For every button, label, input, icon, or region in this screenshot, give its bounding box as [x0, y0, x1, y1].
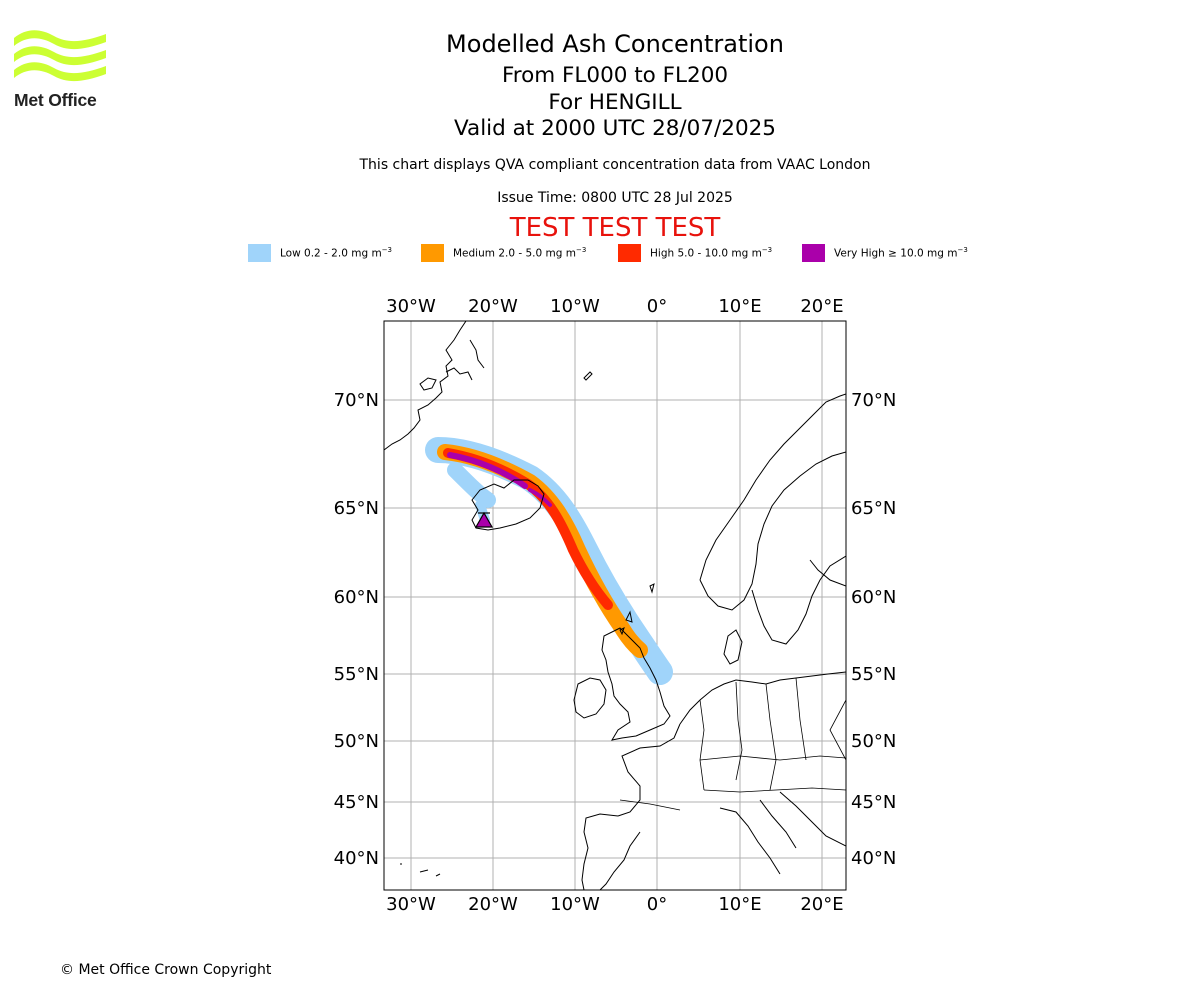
chart-description: This chart displays QVA compliant concen… [359, 157, 871, 173]
coastline-adriatic [779, 791, 846, 847]
lon-tick-label: 10°E [718, 296, 761, 317]
lat-tick-label: 45°N [851, 792, 896, 813]
lon-tick-label: 30°W [386, 296, 436, 317]
lon-tick-labels-top: 30°W 20°W 10°W 0° 10°E 20°E [386, 296, 843, 317]
coastline-sweden [751, 555, 846, 645]
coastline-greenland-fjords [419, 377, 437, 391]
valid-time: Valid at 2000 UTC 28/07/2025 [453, 116, 776, 141]
met-office-logo: Met Office [14, 30, 108, 112]
lat-tick-label: 55°N [851, 664, 896, 685]
lon-tick-label: 20°W [468, 894, 518, 915]
legend-label-medium: Medium 2.0 - 5.0 mg m−3 [453, 246, 587, 260]
lat-tick-label: 50°N [334, 731, 379, 752]
lon-tick-label: 10°W [550, 296, 600, 317]
met-office-waves-icon [14, 30, 106, 82]
ash-plume-very-high [528, 488, 552, 507]
lat-tick-label: 40°N [334, 848, 379, 869]
coastline-faroe [649, 583, 655, 594]
coastline-great-britain [601, 627, 671, 741]
map-frame [383, 320, 847, 891]
coastline-europe [679, 671, 846, 725]
lon-tick-label: 10°E [718, 894, 761, 915]
copyright: © Met Office Crown Copyright [60, 962, 272, 978]
lat-tick-label: 70°N [334, 390, 379, 411]
legend-label-high: High 5.0 - 10.0 mg m−3 [650, 246, 773, 260]
ash-plume-low [447, 462, 496, 508]
coastline-greenland-fjords [445, 367, 473, 381]
coastline-italy [719, 807, 781, 875]
coastline-iceland [471, 479, 545, 531]
lat-tick-labels-left: 70°N 65°N 60°N 55°N 50°N 45°N 40°N [334, 390, 379, 869]
coastline-azores [400, 863, 441, 877]
flight-level-range: From FL000 to FL200 [501, 63, 729, 88]
coastline-iberia [581, 813, 619, 890]
lon-tick-label: 0° [647, 894, 667, 915]
legend-swatch-high [618, 244, 641, 262]
coastline-italy-east [759, 799, 797, 849]
lon-tick-label: 10°W [550, 894, 600, 915]
met-office-wordmark: Met Office [14, 90, 97, 110]
lon-tick-labels-bottom: 30°W 20°W 10°W 0° 10°E 20°E [386, 894, 843, 915]
lat-tick-labels-right: 70°N 65°N 60°N 55°N 50°N 45°N 40°N [851, 390, 896, 869]
coastline-jan-mayen [583, 371, 593, 381]
coastline-greenland-fjords [469, 339, 485, 369]
coastline-spain-med [599, 831, 641, 890]
coastline-france [617, 723, 681, 817]
lon-tick-label: 20°E [800, 894, 843, 915]
coastlines [384, 321, 846, 890]
coastline-norway [699, 393, 846, 581]
ash-plume [425, 437, 673, 685]
volcano-name: For HENGILL [548, 90, 682, 115]
lat-tick-label: 70°N [851, 390, 896, 411]
lat-tick-label: 60°N [334, 587, 379, 608]
lat-tick-label: 45°N [334, 792, 379, 813]
lat-tick-label: 50°N [851, 731, 896, 752]
volcano-triangle-icon [474, 511, 494, 528]
coastline-shetland [625, 610, 633, 623]
lon-tick-label: 30°W [386, 894, 436, 915]
lat-tick-label: 65°N [334, 498, 379, 519]
lat-tick-label: 55°N [334, 664, 379, 685]
coastline-denmark [723, 629, 743, 665]
coastline-ireland [573, 677, 607, 719]
chart-title: Modelled Ash Concentration [446, 30, 784, 58]
legend-label-very-high: Very High ≥ 10.0 mg m−3 [834, 246, 968, 260]
lat-tick-label: 65°N [851, 498, 896, 519]
lon-tick-label: 20°W [468, 296, 518, 317]
lon-tick-label: 0° [647, 296, 667, 317]
legend-swatch-low [248, 244, 271, 262]
legend-label-low: Low 0.2 - 2.0 mg m−3 [280, 246, 393, 260]
test-banner: TEST TEST TEST [509, 213, 721, 243]
coastline-greenland [384, 321, 467, 451]
map-gridlines [384, 321, 846, 890]
legend-swatch-very-high [802, 244, 825, 262]
ash-plume-very-high [447, 452, 528, 489]
lat-tick-label: 40°N [851, 848, 896, 869]
issue-time: Issue Time: 0800 UTC 28 Jul 2025 [497, 190, 733, 206]
coastline-finland [809, 559, 846, 587]
lon-tick-label: 20°E [800, 296, 843, 317]
coastline-norway-south [699, 451, 846, 611]
legend-swatch-medium [421, 244, 444, 262]
lat-tick-label: 60°N [851, 587, 896, 608]
country-borders [619, 677, 846, 811]
